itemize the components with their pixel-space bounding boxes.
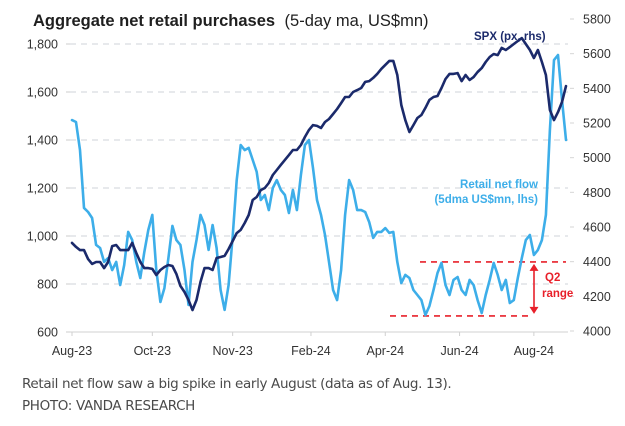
x-tick-label: Nov-23 [213,344,253,358]
chart-title-main: Aggregate net retail purchases [33,12,275,30]
chart-title-suffix: (5-day ma, US$mn) [285,12,429,30]
q2-label-line2: range [542,288,573,300]
retail-net-flow-line [70,53,568,317]
retail-series-label-line1: Retail net flow [460,179,538,191]
y-left-tick-label: 1,000 [27,230,58,244]
y-right-tick-label: 5600 [583,47,611,61]
retail-series-label-line2: (5dma US$mn, lhs) [434,194,538,206]
spx-series-label: SPX (px, rhs) [474,31,546,43]
y-left-tick-label: 1,400 [27,134,58,148]
y-left-tick-label: 800 [37,278,58,292]
x-tick-label: Aug-23 [52,344,92,358]
y-left-tick-label: 600 [37,326,58,340]
y-left-tick-label: 1,600 [27,86,58,100]
series-group [70,36,568,317]
spx-line [70,36,568,312]
y-right-tick-label: 5400 [583,82,611,96]
y-left-tick-label: 1,200 [27,182,58,196]
figure-caption: Retail net flow saw a big spike in early… [22,376,452,392]
q2-label-line1: Q2 [545,272,560,284]
y-right-tick-label: 4400 [583,255,611,269]
x-tick-label: Oct-23 [134,344,172,358]
x-tick-label: Feb-24 [291,344,331,358]
q2-range-arrow-down [529,306,539,314]
y-axis-right: 4000 4200 4400 4600 4800 5000 5200 5400 5600 5800 [570,13,611,339]
y-right-tick-label: 4000 [583,325,611,339]
photo-credit: PHOTO: VANDA RESEARCH [22,398,195,414]
y-axis-left: 600 800 1,000 1,200 1,400 1,600 1,800 [27,38,70,340]
y-right-tick-label: 5000 [583,151,611,165]
x-tick-label: Apr-24 [367,344,405,358]
x-tick-label: Aug-24 [514,344,554,358]
y-right-tick-label: 4600 [583,221,611,235]
y-left-tick-label: 1,800 [27,38,58,52]
y-right-tick-label: 4200 [583,290,611,304]
y-right-tick-label: 5200 [583,117,611,131]
q2-range-arrow-up [529,263,539,271]
chart: Aggregate net retail purchases (5-day ma… [27,12,611,358]
x-axis: Aug-23 Oct-23 Nov-23 Feb-24 Apr-24 Jun-24 Aug-… [52,331,568,358]
chart-title: Aggregate net retail purchases (5-day ma… [33,12,429,30]
y-right-tick-label: 4800 [583,186,611,200]
y-right-tick-label: 5800 [583,13,611,27]
x-tick-label: Jun-24 [440,344,478,358]
q2-range-annotation [390,261,566,317]
